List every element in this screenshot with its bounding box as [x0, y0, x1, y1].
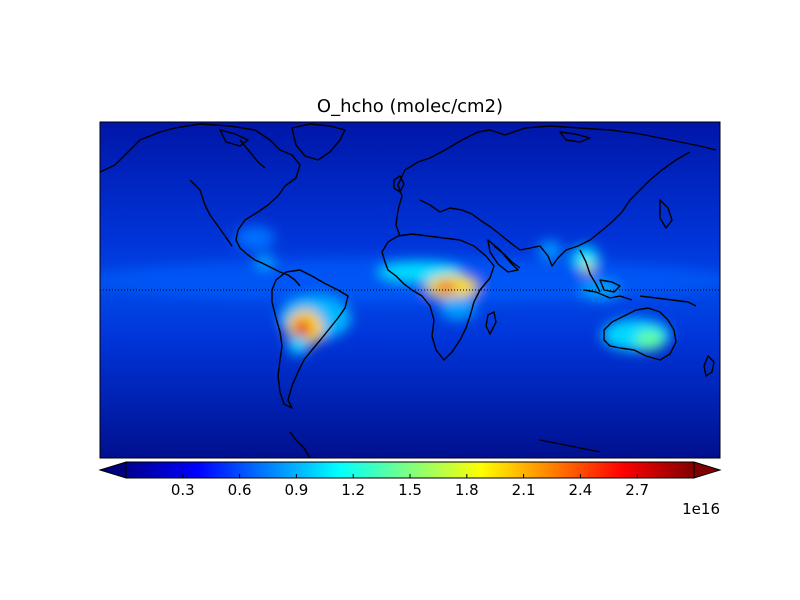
colorbar-tick-label: 1.8	[454, 481, 479, 499]
hcho-hotspots	[100, 226, 720, 355]
colorbar-ticks	[182, 474, 638, 478]
colorbar-tick-label: 2.4	[568, 481, 593, 499]
colorbar-tick-label: 2.7	[625, 481, 650, 499]
colorbar-tick-label: 0.3	[170, 481, 195, 499]
coastlines	[100, 123, 717, 458]
colorbar-tick-label: 2.1	[511, 481, 536, 499]
colorbar-extend-max	[693, 461, 722, 479]
colorbar-exponent: 1e16	[682, 500, 720, 518]
colorbar-tick-label: 0.6	[227, 481, 252, 499]
map-title: O_hcho (molec/cm2)	[316, 96, 504, 117]
colorbar-tick-label: 1.5	[398, 481, 422, 499]
colorbar-extend-min	[98, 461, 127, 479]
colorbar-tick-label: 1.2	[341, 481, 366, 499]
map-frame	[99, 121, 721, 459]
colorbar-tick-label: 0.9	[284, 481, 309, 499]
